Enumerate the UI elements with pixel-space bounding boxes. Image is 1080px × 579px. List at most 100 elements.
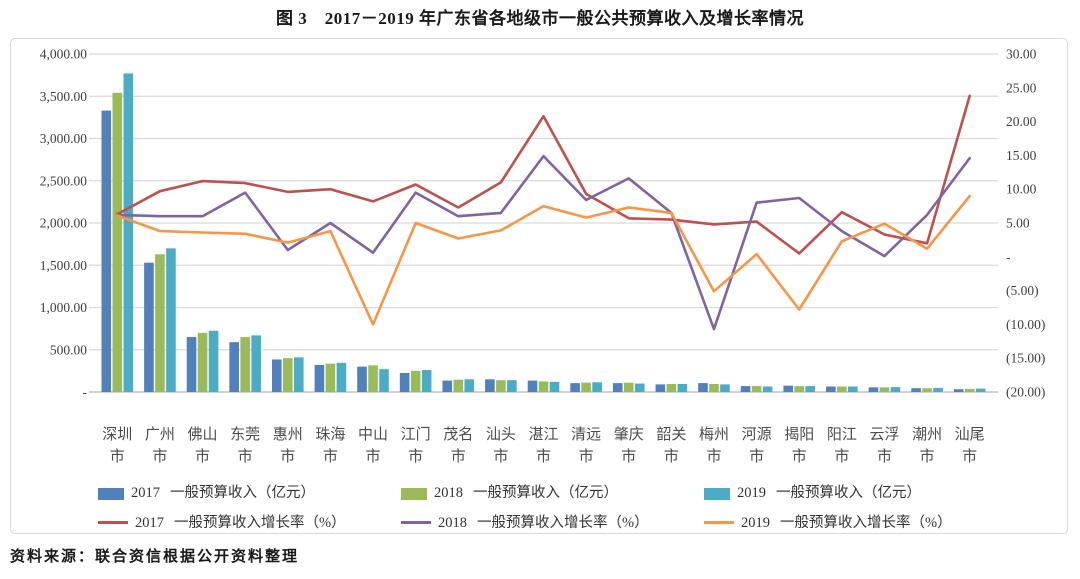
growth-line-2018 [116,154,971,331]
x-axis-city-label: 市 [238,448,253,465]
right-axis-tick-label: 10.00 [1006,182,1037,197]
revenue-bar-2018 [794,386,805,392]
plot-area: 4,000.00 3,500.00 3,000.00 2,500.00 2,000.00… [40,47,1046,466]
x-axis-city-label: 茂名 [443,426,473,443]
revenue-bar-2018 [197,332,208,392]
revenue-bar-2018 [453,379,464,392]
left-axis-tick-label: 2,500.00 [40,173,88,188]
legend-item-2019-revenue: 2019 一般预算收入（亿元） [704,481,921,502]
x-axis-city-label: 江门 [401,426,431,443]
right-axis-tick-label: (15.00) [1006,351,1045,366]
legend-year: 2019 [737,485,766,501]
legend-year: 2018 [438,515,467,531]
revenue-bar-2017 [442,380,453,392]
left-axis-tick-label: 3,500.00 [40,89,88,104]
legend-line-swatch [704,520,734,525]
x-axis-city-label: 惠州 [273,426,303,443]
revenue-bar-2019 [592,382,602,392]
revenue-bar-2018 [155,254,165,392]
x-axis-city-label: 广州 [145,426,175,443]
revenue-bar-2017 [314,364,325,392]
revenue-bar-2017 [357,366,367,392]
x-axis-city-label: 中山 [358,426,388,443]
x-axis-city-label: 市 [664,448,679,465]
left-axis-tick-label: 500.00 [50,342,87,357]
right-axis-tick-label: (20.00) [1006,385,1045,400]
revenue-bar-2017 [911,388,921,392]
revenue-bar-2017 [655,384,666,392]
legend-item-2017-growth: 2017 一般预算收入增长率（%） [98,511,346,532]
left-axis-tick-label: 2,000.00 [40,216,88,231]
x-axis-city-label: 肇庆 [614,426,644,443]
x-axis-city-label: 市 [749,448,764,465]
legend-year: 2018 [434,485,463,501]
revenue-bar-2018 [112,92,123,392]
x-axis-city-label: 佛山 [188,426,218,443]
legend-bar-swatch [98,487,124,500]
right-axis-tick-label: 20.00 [1006,114,1037,129]
x-axis-city-label: 市 [451,448,466,465]
x-axis-city-label: 阳江 [827,426,857,443]
legend-year: 2019 [741,515,770,531]
growth-line-2019 [116,194,971,326]
revenue-bar-2017 [186,337,197,392]
x-axis-city-label: 市 [110,448,125,465]
revenue-bar-2018 [709,383,719,392]
revenue-bar-2018 [325,363,336,392]
legend-bar-swatch [401,487,427,500]
x-axis-city-label: 市 [280,448,295,465]
revenue-bar-2017 [527,380,538,392]
revenue-bar-2018 [964,388,975,392]
x-axis-city-label: 市 [920,448,935,465]
left-axis-tick-label: 4,000.00 [40,47,88,62]
x-axis-city-label: 市 [493,448,508,465]
revenue-bar-2017 [698,383,708,392]
x-axis-city-label: 市 [152,448,167,465]
revenue-bar-2018 [922,388,932,392]
legend-label: 一般预算收入增长率（%） [174,515,346,531]
legend-row-lines: 2017 一般预算收入增长率（%） 2018 一般预算收入增长率（%） 2019 一般预算… [11,511,1071,533]
x-axis-city-label: 市 [366,448,381,465]
revenue-bar-2018 [538,381,549,392]
revenue-bar-2019 [634,383,645,392]
source-note: 资料来源：联合资信根据公开资料整理 [10,549,300,565]
revenue-bar-2018 [837,386,847,392]
revenue-bar-2018 [879,387,890,392]
x-axis-city-label: 珠海 [315,426,345,443]
legend-label: 一般预算收入（亿元） [776,485,921,501]
revenue-bar-2018 [623,382,634,392]
revenue-bar-2018 [666,383,677,392]
x-axis-city-label: 河源 [742,426,772,443]
x-axis-city-label: 韶关 [656,426,686,443]
revenue-bar-2017 [229,342,239,392]
left-axis-tick-label: 1,000.00 [40,300,88,315]
right-axis-tick-label: (5.00) [1006,283,1039,298]
revenue-bar-2017 [399,372,410,392]
revenue-bar-2019 [123,73,134,392]
revenue-bar-2019 [336,362,347,392]
legend-line-swatch [98,520,128,525]
right-axis-tick-label: 15.00 [1006,148,1037,163]
x-axis-city-label: 市 [792,448,807,465]
revenue-bar-2019 [677,383,688,392]
revenue-bar-2017 [570,383,580,392]
legend-item-2018-revenue: 2018 一般预算收入（亿元） [401,481,618,502]
revenue-bar-2019 [166,248,176,392]
revenue-bar-2018 [496,380,506,392]
revenue-bar-2017 [144,262,154,392]
x-axis-city-label: 市 [536,448,551,465]
right-axis-tick-label: - [1006,249,1011,264]
chart-title: 图 3 2017－2019 年广东省各地级市一般公共预算收入及增长率情况 [276,9,804,28]
legend-year: 2017 [131,485,160,501]
right-axis-tick-label: (10.00) [1006,317,1045,332]
revenue-bar-2019 [421,370,432,392]
legend-label: 一般预算收入（亿元） [473,485,618,501]
legend-label: 一般预算收入（亿元） [170,485,315,501]
revenue-bar-2017 [783,385,794,392]
legend-item-2018-growth: 2018 一般预算收入增长率（%） [401,511,649,532]
x-axis-city-label: 市 [323,448,338,465]
x-axis-city-label: 清远 [571,426,601,443]
x-axis-city-label: 梅州 [699,426,729,443]
revenue-bar-2019 [720,384,730,392]
revenue-bar-2019 [848,386,858,392]
